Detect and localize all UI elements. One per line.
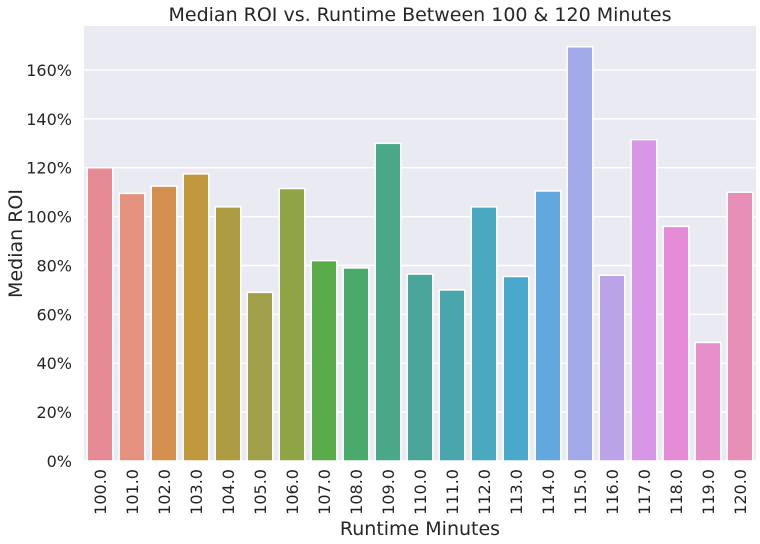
bar-103.0 — [182, 173, 210, 462]
bar-102.0 — [150, 185, 178, 462]
bar-118.0 — [662, 225, 690, 462]
bar-101.0 — [118, 192, 146, 462]
x-tick-label: 118.0 — [667, 469, 686, 515]
bar-107.0 — [310, 259, 338, 462]
bar-117.0 — [630, 138, 658, 462]
chart-title: Median ROI vs. Runtime Between 100 & 120… — [169, 4, 672, 26]
y-axis-ticks: 0% 20% 40% 60% 80% 100% 120% 140% 160% — [26, 61, 72, 471]
y-axis-label: Median ROI — [5, 189, 27, 298]
x-tick-label: 104.0 — [219, 469, 238, 515]
y-tick-label: 120% — [26, 159, 72, 178]
bar-110.0 — [406, 273, 434, 462]
bar-119.0 — [694, 341, 722, 462]
x-tick-label: 100.0 — [91, 469, 110, 515]
x-tick-label: 114.0 — [539, 469, 558, 515]
x-tick-label: 117.0 — [635, 469, 654, 515]
x-tick-label: 102.0 — [155, 469, 174, 515]
bars — [86, 46, 754, 462]
x-tick-label: 110.0 — [411, 469, 430, 515]
x-tick-label: 108.0 — [347, 469, 366, 515]
y-tick-label: 20% — [36, 403, 72, 422]
bar-109.0 — [374, 142, 402, 462]
y-tick-label: 40% — [36, 354, 72, 373]
bar-100.0 — [86, 166, 114, 462]
y-tick-label: 60% — [36, 305, 72, 324]
bar-113.0 — [502, 275, 530, 462]
x-tick-label: 101.0 — [123, 469, 142, 515]
x-axis-label: Runtime Minutes — [340, 518, 500, 540]
x-tick-label: 112.0 — [475, 469, 494, 515]
bar-111.0 — [438, 289, 466, 462]
x-tick-label: 111.0 — [443, 469, 462, 515]
x-tick-label: 116.0 — [603, 469, 622, 515]
x-axis-ticks: 100.0 101.0 102.0 103.0 104.0 105.0 106.0 107.0… — [91, 469, 750, 515]
bar-116.0 — [598, 274, 626, 462]
y-tick-label: 0% — [47, 452, 72, 471]
bar-120.0 — [726, 191, 754, 462]
bar-108.0 — [342, 267, 370, 462]
bar-104.0 — [214, 206, 242, 462]
y-tick-label: 100% — [26, 208, 72, 227]
bar-106.0 — [278, 187, 306, 462]
x-tick-label: 113.0 — [507, 469, 526, 515]
x-tick-label: 115.0 — [571, 469, 590, 515]
y-tick-label: 80% — [36, 256, 72, 275]
x-tick-label: 105.0 — [251, 469, 270, 515]
x-tick-label: 103.0 — [187, 469, 206, 515]
x-tick-label: 106.0 — [283, 469, 302, 515]
y-tick-label: 160% — [26, 61, 72, 80]
x-tick-label: 109.0 — [379, 469, 398, 515]
bar-105.0 — [246, 291, 274, 462]
bar-114.0 — [534, 190, 562, 462]
bar-112.0 — [470, 206, 498, 462]
bar-115.0 — [566, 46, 594, 462]
x-tick-label: 107.0 — [315, 469, 334, 515]
x-tick-label: 119.0 — [699, 469, 718, 515]
x-tick-label: 120.0 — [731, 469, 750, 515]
y-tick-label: 140% — [26, 110, 72, 129]
